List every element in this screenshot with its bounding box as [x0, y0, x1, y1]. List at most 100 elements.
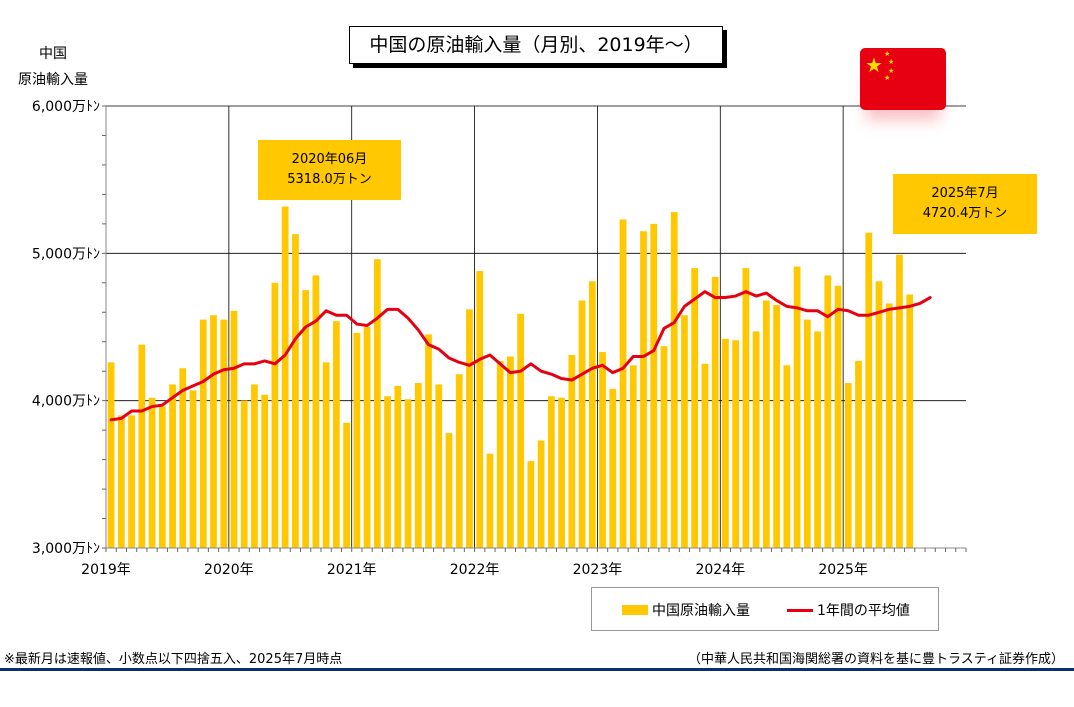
bar [547, 396, 555, 548]
bar [558, 397, 565, 548]
bar [128, 415, 135, 548]
bar [814, 331, 821, 548]
bar [773, 304, 780, 548]
bar [189, 390, 197, 548]
bar [527, 461, 535, 548]
annotation-peak-date: 2020年06月 [291, 152, 368, 167]
bar [906, 294, 914, 548]
bar [240, 400, 248, 548]
chart-title: 中国の原油輸入量（月別、2019年～） [349, 26, 723, 64]
legend-line-swatch [787, 609, 813, 612]
bar [896, 254, 903, 548]
bar [466, 309, 473, 548]
y-tick-label: 3,000万ﾄﾝ [32, 541, 100, 557]
y-tick-label: 4,000万ﾄﾝ [32, 394, 100, 410]
annotation-latest-date: 2025年7月 [931, 186, 999, 201]
bar [179, 368, 187, 548]
bar [322, 362, 330, 548]
bar [496, 360, 504, 548]
bar [169, 384, 176, 548]
plot-area [106, 106, 966, 548]
bar [281, 206, 289, 549]
bar [752, 331, 760, 548]
annotation-latest-value: 4720.4万トン [922, 206, 1008, 221]
x-tick-label: 2019年 [81, 562, 131, 578]
bar [271, 282, 279, 548]
bar [230, 310, 238, 548]
legend-bar-label: 中国原油輸入量 [652, 603, 750, 619]
bar [691, 268, 699, 548]
bar [640, 231, 647, 548]
annotation-latest-2025: 2025年7月 4720.4万トン [893, 174, 1037, 234]
bar [486, 453, 494, 548]
bar [517, 313, 525, 548]
bar [261, 394, 269, 548]
bar [803, 319, 811, 548]
bar [363, 327, 371, 548]
bar [353, 332, 361, 548]
bar [158, 406, 166, 548]
bar [711, 276, 719, 548]
bar [742, 268, 750, 548]
bar [670, 212, 678, 548]
bar [629, 365, 637, 548]
x-tick-label: 2023年 [573, 562, 623, 578]
bar [384, 396, 391, 548]
bar [844, 382, 852, 548]
bar [783, 365, 791, 548]
bar [302, 290, 310, 548]
bar [619, 219, 627, 549]
bar [476, 271, 484, 548]
bar [865, 232, 873, 548]
annotation-peak-value: 5318.0万トン [287, 172, 372, 187]
y-axis-title-line1: 中国 [39, 46, 67, 62]
x-tick-label: 2024年 [695, 562, 745, 578]
bar [568, 354, 576, 548]
x-tick-label: 2020年 [204, 562, 254, 578]
bar [824, 275, 832, 548]
legend: 中国原油輸入量 1年間の平均値 [591, 587, 939, 631]
average-line [109, 290, 932, 422]
bar [578, 300, 586, 548]
bar [220, 319, 228, 548]
x-tick-label: 2022年 [450, 562, 500, 578]
annotation-peak-2020: 2020年06月 5318.0万トン [258, 140, 401, 200]
footnote-source: （中華人民共和国海関総署の資料を基に豊トラスティ証券作成） [688, 652, 1064, 667]
bar [292, 234, 299, 548]
legend-bar-swatch [622, 605, 648, 615]
legend-line-label: 1年間の平均値 [817, 603, 910, 619]
bar [855, 360, 862, 548]
footnote-left: ※最新月は速報値、小数点以下四捨五入、2025年7月時点 [4, 652, 343, 667]
y-tick-label: 6,000万ﾄﾝ [32, 99, 100, 115]
bar [343, 422, 350, 548]
bar [537, 440, 545, 548]
y-tick-label: 5,000万ﾄﾝ [32, 246, 100, 262]
bar [599, 352, 606, 548]
bar [762, 300, 770, 548]
bar [793, 266, 801, 548]
bar [425, 334, 432, 548]
bar [435, 384, 443, 548]
bar [732, 340, 740, 548]
china-flag-icon: ★ ★ ★ ★ ★ [860, 48, 946, 110]
bar [332, 321, 340, 548]
bar [507, 356, 514, 548]
bar [107, 362, 115, 548]
bar [148, 397, 156, 548]
bar [312, 275, 320, 548]
bar [609, 388, 617, 548]
bar [885, 303, 893, 548]
y-axis-title-line2: 原油輸入量 [18, 72, 88, 88]
bar [701, 363, 709, 548]
bar [138, 344, 146, 548]
bar [588, 281, 596, 548]
bar [251, 384, 258, 548]
bar [210, 315, 217, 548]
bar [414, 382, 422, 548]
bar [445, 433, 453, 548]
x-tick-label: 2025年 [818, 562, 868, 578]
bar [834, 285, 842, 548]
bar [373, 259, 381, 548]
bar [455, 374, 463, 548]
